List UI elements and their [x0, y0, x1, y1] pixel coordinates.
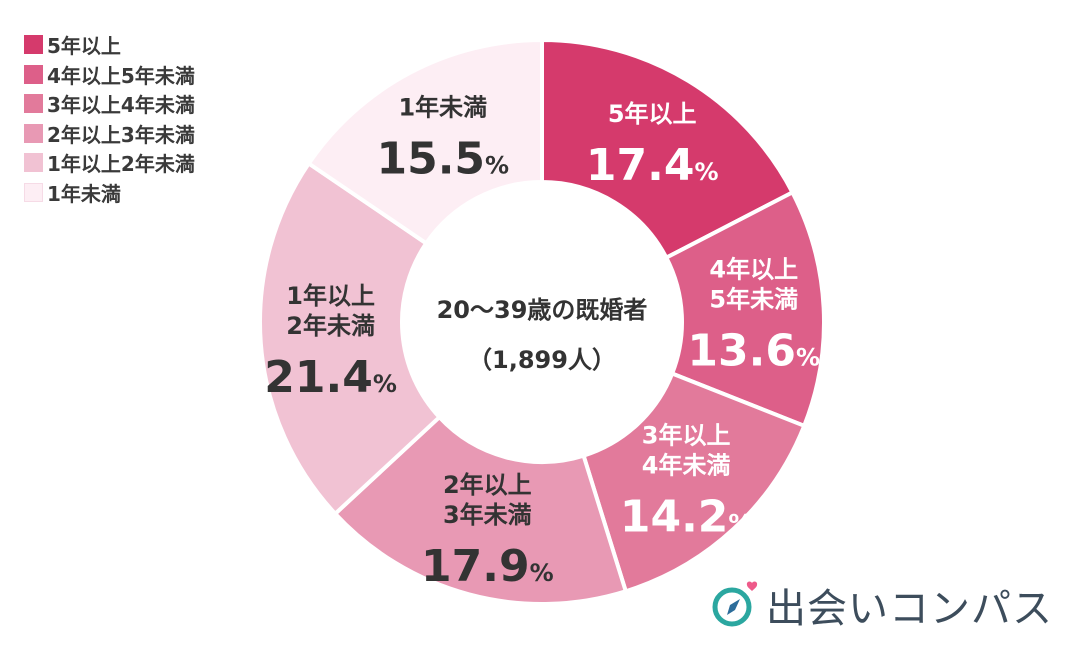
brand-logo: 出会いコンパス [708, 576, 1053, 634]
legend-swatch [24, 182, 43, 202]
legend-swatch [24, 123, 43, 143]
legend: 5年以上 4年以上5年未満 3年以上4年未満 2年以上3年未満 1年以上2年未満 1年未満 [24, 30, 195, 207]
legend-label: 5年以上 [47, 34, 121, 59]
slice-value-label: 21.4% [264, 352, 397, 403]
legend-item: 3年以上4年未満 [24, 89, 195, 119]
pie-slice [663, 189, 826, 429]
pie-slice [540, 37, 796, 261]
pie-slice [258, 160, 443, 517]
pie-slice [332, 414, 629, 606]
compass-icon [712, 581, 758, 627]
legend-item: 1年未満 [24, 178, 195, 208]
slice-value-label: 14.2% [620, 491, 753, 542]
legend-label: 3年以上4年未満 [47, 93, 195, 118]
slice-label: 2年未満 [286, 312, 375, 340]
center-title: 20〜39歳の既婚者 [437, 296, 648, 324]
pie-slice [305, 37, 544, 247]
legend-swatch [24, 94, 43, 114]
slice-value-label: 15.5% [376, 134, 509, 185]
legend-label: 2年以上3年未満 [47, 122, 195, 147]
legend-item: 2年以上3年未満 [24, 119, 195, 149]
legend-item: 1年以上2年未満 [24, 148, 195, 178]
legend-swatch [24, 35, 43, 55]
legend-swatch [24, 64, 43, 84]
slice-label: 5年未満 [709, 285, 798, 313]
legend-label: 1年未満 [47, 181, 121, 206]
pie-slice [581, 370, 807, 594]
legend-swatch [24, 153, 43, 173]
slice-value-label: 17.4% [586, 140, 719, 191]
slice-label: 1年未満 [398, 94, 487, 122]
slice-label: 3年以上 [642, 421, 731, 449]
slice-label: 4年未満 [642, 451, 731, 479]
slice-value-label: 13.6% [687, 325, 820, 376]
brand-name: 出会いコンパス [766, 586, 1053, 632]
slice-label: 3年未満 [443, 501, 532, 529]
slice-value-label: 17.9% [421, 541, 554, 592]
center-subtitle: （1,899人） [468, 346, 616, 374]
slice-label: 1年以上 [286, 282, 375, 310]
legend-item: 4年以上5年未満 [24, 60, 195, 90]
legend-label: 1年以上2年未満 [47, 152, 195, 177]
slice-label: 2年以上 [443, 471, 532, 499]
heart-icon [746, 581, 758, 591]
slice-label: 4年以上 [709, 255, 798, 283]
legend-item: 5年以上 [24, 30, 195, 60]
legend-label: 4年以上5年未満 [47, 63, 195, 88]
slice-label: 5年以上 [608, 100, 697, 128]
